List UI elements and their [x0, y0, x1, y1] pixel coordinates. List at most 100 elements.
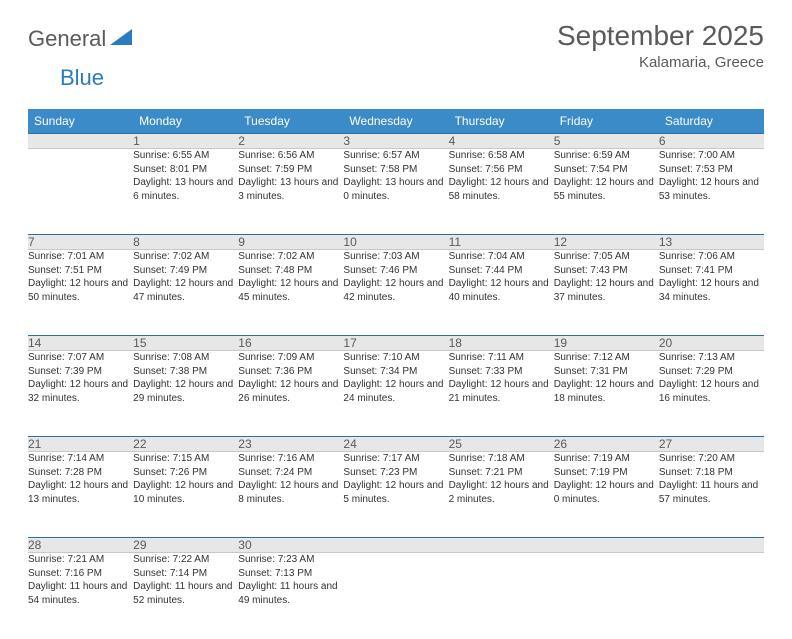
day-cell: Sunrise: 7:13 AMSunset: 7:29 PMDaylight:… [659, 351, 764, 437]
day-number: 16 [238, 336, 343, 351]
weekday-header: Tuesday [238, 109, 343, 134]
day-number: 30 [238, 538, 343, 553]
sunrise-line: Sunrise: 7:15 AM [133, 452, 238, 466]
day-number: 6 [659, 134, 764, 149]
day-number: 20 [659, 336, 764, 351]
sunset-line: Sunset: 7:23 PM [343, 466, 448, 480]
sunrise-line: Sunrise: 7:21 AM [28, 553, 133, 567]
sunrise-line: Sunrise: 7:04 AM [449, 250, 554, 264]
day-number: 26 [554, 437, 659, 452]
day-cell: Sunrise: 7:03 AMSunset: 7:46 PMDaylight:… [343, 250, 448, 336]
daylight-line: Daylight: 11 hours and 54 minutes. [28, 580, 133, 607]
sunrise-line: Sunrise: 7:09 AM [238, 351, 343, 365]
day-cell: Sunrise: 7:21 AMSunset: 7:16 PMDaylight:… [28, 553, 133, 639]
day-cell: Sunrise: 6:57 AMSunset: 7:58 PMDaylight:… [343, 149, 448, 235]
sunrise-line: Sunrise: 7:19 AM [554, 452, 659, 466]
day-number-row: 123456 [28, 134, 764, 149]
day-number-row: 14151617181920 [28, 336, 764, 351]
day-number: 2 [238, 134, 343, 149]
sunset-line: Sunset: 7:39 PM [28, 365, 133, 379]
sunset-line: Sunset: 7:41 PM [659, 264, 764, 278]
sunrise-line: Sunrise: 7:18 AM [449, 452, 554, 466]
sunrise-line: Sunrise: 7:10 AM [343, 351, 448, 365]
sunset-line: Sunset: 7:43 PM [554, 264, 659, 278]
day-content-row: Sunrise: 6:55 AMSunset: 8:01 PMDaylight:… [28, 149, 764, 235]
day-cell: Sunrise: 7:12 AMSunset: 7:31 PMDaylight:… [554, 351, 659, 437]
daylight-line: Daylight: 12 hours and 50 minutes. [28, 277, 133, 304]
sunrise-line: Sunrise: 7:23 AM [238, 553, 343, 567]
day-cell: Sunrise: 7:16 AMSunset: 7:24 PMDaylight:… [238, 452, 343, 538]
calendar-table: SundayMondayTuesdayWednesdayThursdayFrid… [28, 109, 764, 639]
day-number-row: 78910111213 [28, 235, 764, 250]
day-cell [449, 553, 554, 639]
day-number: 27 [659, 437, 764, 452]
sunset-line: Sunset: 7:51 PM [28, 264, 133, 278]
day-cell: Sunrise: 6:59 AMSunset: 7:54 PMDaylight:… [554, 149, 659, 235]
daylight-line: Daylight: 12 hours and 29 minutes. [133, 378, 238, 405]
sunset-line: Sunset: 7:26 PM [133, 466, 238, 480]
daylight-line: Daylight: 12 hours and 53 minutes. [659, 176, 764, 203]
sunrise-line: Sunrise: 7:02 AM [238, 250, 343, 264]
sunset-line: Sunset: 7:29 PM [659, 365, 764, 379]
sunset-line: Sunset: 7:46 PM [343, 264, 448, 278]
weekday-header: Monday [133, 109, 238, 134]
day-number: 5 [554, 134, 659, 149]
day-content-row: Sunrise: 7:07 AMSunset: 7:39 PMDaylight:… [28, 351, 764, 437]
day-number: 1 [133, 134, 238, 149]
daylight-line: Daylight: 11 hours and 49 minutes. [238, 580, 343, 607]
sunset-line: Sunset: 7:38 PM [133, 365, 238, 379]
day-cell: Sunrise: 6:56 AMSunset: 7:59 PMDaylight:… [238, 149, 343, 235]
day-number: 11 [449, 235, 554, 250]
day-cell: Sunrise: 7:22 AMSunset: 7:14 PMDaylight:… [133, 553, 238, 639]
day-number: 9 [238, 235, 343, 250]
daylight-line: Daylight: 11 hours and 52 minutes. [133, 580, 238, 607]
day-content-row: Sunrise: 7:01 AMSunset: 7:51 PMDaylight:… [28, 250, 764, 336]
day-number: 25 [449, 437, 554, 452]
day-cell: Sunrise: 7:17 AMSunset: 7:23 PMDaylight:… [343, 452, 448, 538]
header: General September 2025 Kalamaria, Greece [28, 20, 764, 71]
day-cell [343, 553, 448, 639]
sunrise-line: Sunrise: 7:05 AM [554, 250, 659, 264]
title-block: September 2025 Kalamaria, Greece [557, 20, 764, 71]
day-number: 22 [133, 437, 238, 452]
sunset-line: Sunset: 7:14 PM [133, 567, 238, 581]
sunrise-line: Sunrise: 6:56 AM [238, 149, 343, 163]
sunset-line: Sunset: 7:16 PM [28, 567, 133, 581]
logo-text-2: Blue [60, 65, 104, 90]
day-number: 28 [28, 538, 133, 553]
sunset-line: Sunset: 7:31 PM [554, 365, 659, 379]
daylight-line: Daylight: 12 hours and 58 minutes. [449, 176, 554, 203]
day-cell: Sunrise: 7:09 AMSunset: 7:36 PMDaylight:… [238, 351, 343, 437]
day-number: 3 [343, 134, 448, 149]
sunset-line: Sunset: 8:01 PM [133, 163, 238, 177]
day-cell: Sunrise: 7:10 AMSunset: 7:34 PMDaylight:… [343, 351, 448, 437]
sunset-line: Sunset: 7:28 PM [28, 466, 133, 480]
day-cell [28, 149, 133, 235]
sunrise-line: Sunrise: 7:22 AM [133, 553, 238, 567]
day-number: 19 [554, 336, 659, 351]
day-cell: Sunrise: 7:04 AMSunset: 7:44 PMDaylight:… [449, 250, 554, 336]
sunrise-line: Sunrise: 7:06 AM [659, 250, 764, 264]
logo-triangle-icon [110, 29, 132, 50]
day-number [659, 538, 764, 553]
day-number: 13 [659, 235, 764, 250]
day-cell: Sunrise: 7:11 AMSunset: 7:33 PMDaylight:… [449, 351, 554, 437]
day-cell [554, 553, 659, 639]
logo: General [28, 26, 134, 52]
sunrise-line: Sunrise: 7:17 AM [343, 452, 448, 466]
day-number [554, 538, 659, 553]
sunrise-line: Sunrise: 6:59 AM [554, 149, 659, 163]
daylight-line: Daylight: 12 hours and 42 minutes. [343, 277, 448, 304]
day-number [449, 538, 554, 553]
day-content-row: Sunrise: 7:14 AMSunset: 7:28 PMDaylight:… [28, 452, 764, 538]
sunrise-line: Sunrise: 7:03 AM [343, 250, 448, 264]
day-cell: Sunrise: 7:08 AMSunset: 7:38 PMDaylight:… [133, 351, 238, 437]
sunset-line: Sunset: 7:54 PM [554, 163, 659, 177]
day-cell: Sunrise: 7:01 AMSunset: 7:51 PMDaylight:… [28, 250, 133, 336]
sunrise-line: Sunrise: 6:58 AM [449, 149, 554, 163]
daylight-line: Daylight: 13 hours and 6 minutes. [133, 176, 238, 203]
daylight-line: Daylight: 13 hours and 0 minutes. [343, 176, 448, 203]
daylight-line: Daylight: 12 hours and 10 minutes. [133, 479, 238, 506]
sunset-line: Sunset: 7:13 PM [238, 567, 343, 581]
sunrise-line: Sunrise: 7:14 AM [28, 452, 133, 466]
